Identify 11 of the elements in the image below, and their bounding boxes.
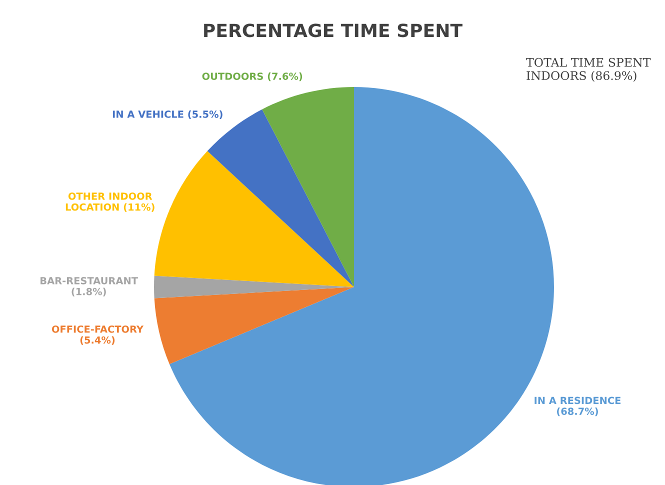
slice-label: BAR-RESTAURANT (1.8%) xyxy=(40,277,138,296)
chart-title: PERCENTAGE TIME SPENT xyxy=(204,24,462,38)
pie-slice xyxy=(154,287,354,364)
slice-label: OTHER INDOOR LOCATION (11%) xyxy=(66,192,154,212)
pie-slice xyxy=(262,87,354,287)
pie-slice xyxy=(154,151,354,287)
text: TOTAL TIME SPENT INDOORS (86.9%) xyxy=(526,58,651,82)
slice-label: IN A RESIDENCE (68.7%) xyxy=(534,396,620,416)
slice-label: IN A VEHICLE (5.5%) xyxy=(112,110,222,120)
slice-label: OFFICE-FACTORY (5.4%) xyxy=(52,325,144,345)
slice-label: OUTDOORS (7.6%) xyxy=(202,72,302,82)
